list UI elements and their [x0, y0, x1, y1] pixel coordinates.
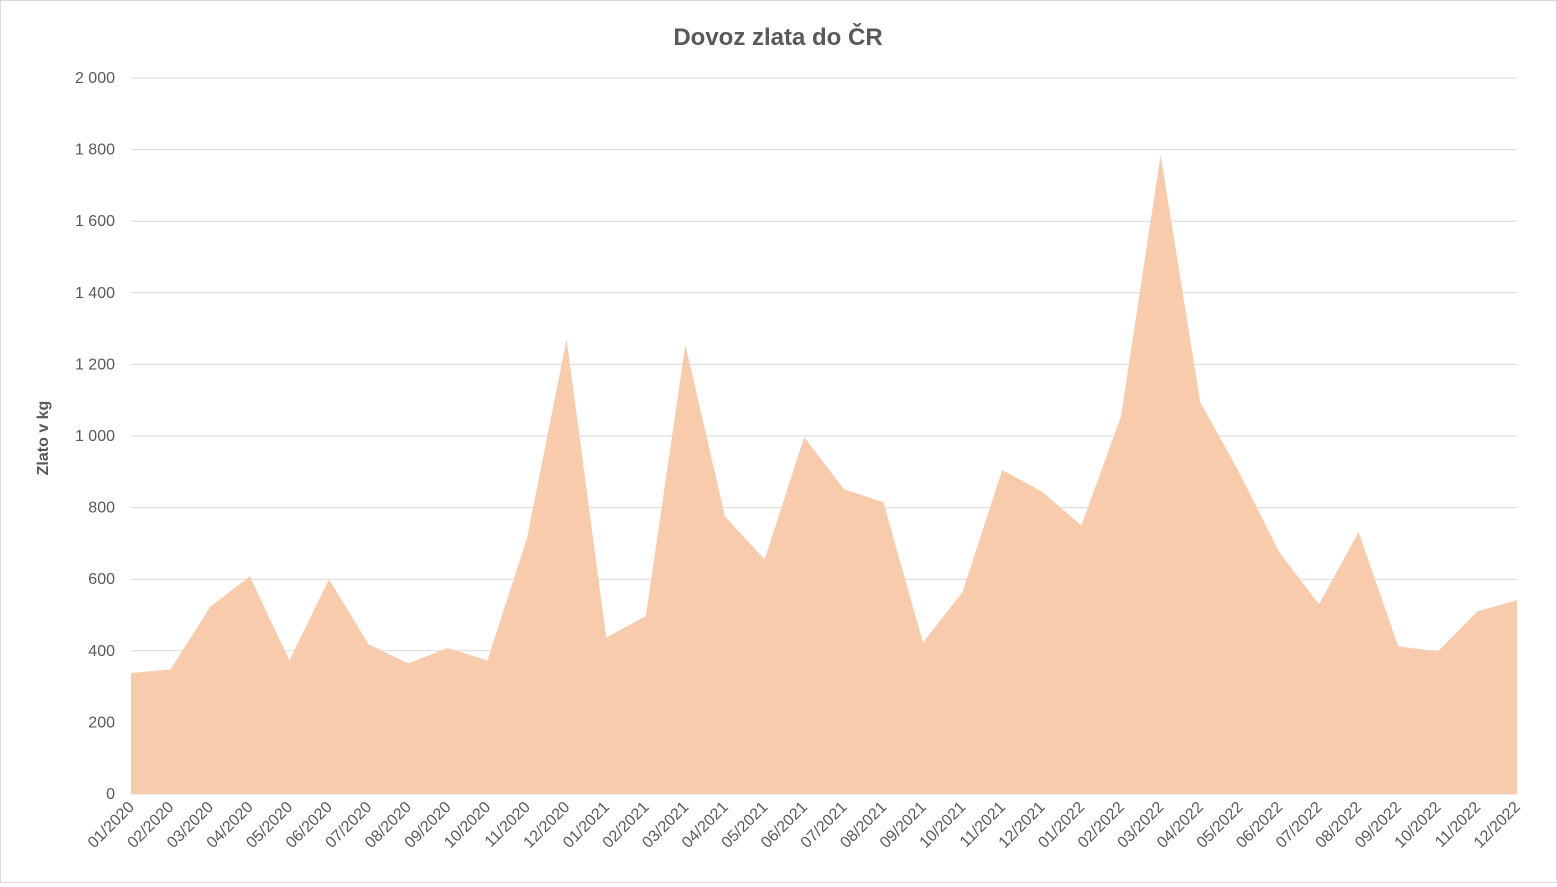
y-axis-ticks: 0 200 400 600 800 1 000 1 200 1 400 1 600 1 800 2 … — [75, 70, 115, 803]
y-axis-label: Zlato v kg — [35, 401, 52, 476]
data-area — [131, 154, 1517, 795]
y-tick-label: 400 — [88, 643, 115, 660]
chart-title: Dovoz zlata do ČR — [673, 23, 882, 51]
y-tick-label: 1 400 — [75, 285, 115, 302]
x-axis-ticks: 01/202002/202003/202004/202005/202006/20… — [85, 799, 1524, 852]
y-tick-label: 600 — [88, 571, 115, 588]
y-tick-label: 1 800 — [75, 142, 115, 159]
y-tick-label: 0 — [106, 786, 115, 803]
y-tick-label: 1 600 — [75, 213, 115, 230]
y-tick-label: 800 — [88, 500, 115, 517]
y-tick-label: 2 000 — [75, 70, 115, 87]
y-tick-label: 1 000 — [75, 428, 115, 445]
y-tick-label: 1 200 — [75, 356, 115, 373]
y-tick-label: 200 — [88, 714, 115, 731]
